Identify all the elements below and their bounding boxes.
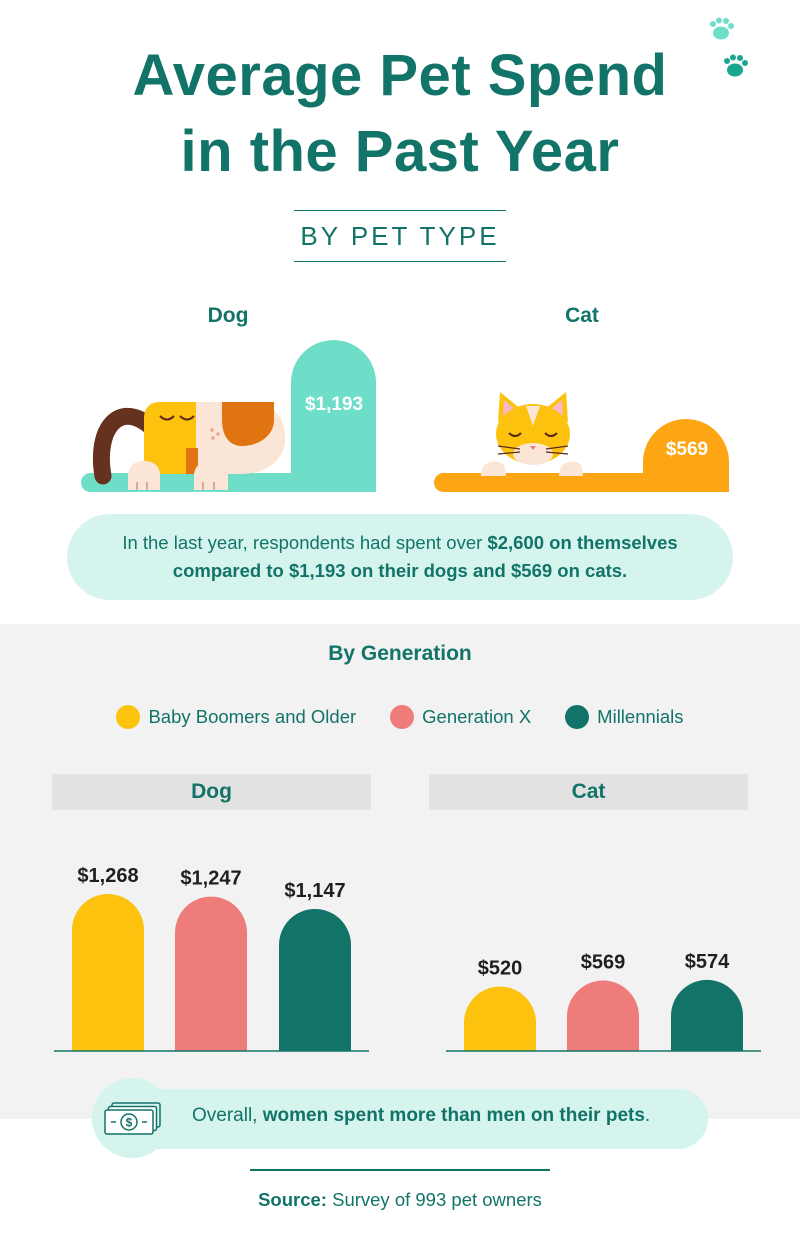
generation-title: By Generation bbox=[328, 642, 472, 665]
legend-item-genx: Generation X bbox=[390, 705, 531, 729]
footnote-part1: Overall, bbox=[192, 1105, 263, 1126]
pet-type-chart: $1,193 $569 bbox=[81, 340, 729, 492]
bar-cat-genx bbox=[567, 980, 639, 1051]
page-title: Average Pet Spend in the Past Year bbox=[0, 38, 800, 190]
bar-cat-millennials bbox=[671, 979, 743, 1051]
bar-label-dog-genx: $1,247 bbox=[180, 868, 241, 890]
page-title-line1: Average Pet Spend bbox=[132, 43, 668, 108]
legend: Baby Boomers and Older Generation X Mill… bbox=[0, 705, 800, 729]
cat-bar bbox=[643, 419, 729, 492]
bar-dog-boomers bbox=[72, 894, 144, 1051]
source-divider bbox=[250, 1169, 550, 1171]
bar-dog-millennials bbox=[279, 908, 351, 1051]
bar-label-cat-genx: $569 bbox=[581, 952, 626, 974]
subtitle-box: BY PET TYPE bbox=[294, 210, 506, 262]
dog-value-label: $1,193 bbox=[305, 394, 363, 415]
legend-dot-genx bbox=[390, 705, 415, 729]
dog-panel-header: Dog bbox=[52, 774, 371, 810]
legend-dot-millennials bbox=[565, 705, 590, 729]
bar-label-dog-boomers: $1,268 bbox=[77, 865, 138, 887]
dog-illustration bbox=[92, 402, 285, 490]
bar-dog-genx bbox=[175, 896, 247, 1051]
cat-panel-header: Cat bbox=[429, 774, 748, 810]
dog-bar bbox=[291, 340, 376, 492]
legend-label-genx: Generation X bbox=[422, 706, 532, 727]
source-text: Survey of 993 pet owners bbox=[326, 1189, 542, 1210]
summary-bold: $2,600 on themselves compared to $1,193 … bbox=[172, 532, 678, 581]
bar-label-cat-boomers: $520 bbox=[478, 958, 523, 980]
footnote-bold: women spent more than men on their pets bbox=[262, 1105, 645, 1126]
money-icon: $ bbox=[104, 1102, 161, 1135]
summary-part1: In the last year, respondents had spent … bbox=[122, 532, 488, 553]
footnote-box bbox=[92, 1089, 708, 1149]
page-title-line2: in the Past Year bbox=[180, 119, 620, 184]
subtitle: BY PET TYPE bbox=[300, 220, 500, 251]
summary-box: In the last year, respondents had spent … bbox=[67, 514, 733, 600]
generation-chart: $1,268 $520 $1,247 $569 $1,147 $574 bbox=[54, 865, 761, 1052]
svg-text:$: $ bbox=[126, 1116, 133, 1130]
paw-icon bbox=[710, 17, 748, 77]
bar-cat-boomers bbox=[464, 986, 536, 1051]
cat-label: Cat bbox=[565, 304, 599, 327]
source-label: Source: bbox=[258, 1189, 327, 1210]
legend-item-boomers: Baby Boomers and Older bbox=[116, 705, 356, 729]
legend-item-millennials: Millennials bbox=[565, 705, 684, 729]
source-line: Source: Survey of 993 pet owners bbox=[0, 1189, 800, 1211]
bar-label-cat-millennials: $574 bbox=[685, 951, 730, 973]
legend-dot-boomers bbox=[116, 705, 141, 729]
dog-label: Dog bbox=[207, 304, 249, 327]
legend-label-boomers: Baby Boomers and Older bbox=[148, 706, 357, 727]
cat-value-label: $569 bbox=[666, 439, 708, 460]
footnote-text: Overall, women spent more than men on th… bbox=[192, 1105, 650, 1127]
cat-illustration bbox=[481, 392, 583, 476]
bar-label-dog-millennials: $1,147 bbox=[284, 880, 345, 902]
footnote-part2: . bbox=[644, 1105, 651, 1126]
summary-text: In the last year, respondents had spent … bbox=[90, 529, 710, 585]
legend-label-millennials: Millennials bbox=[597, 706, 684, 727]
